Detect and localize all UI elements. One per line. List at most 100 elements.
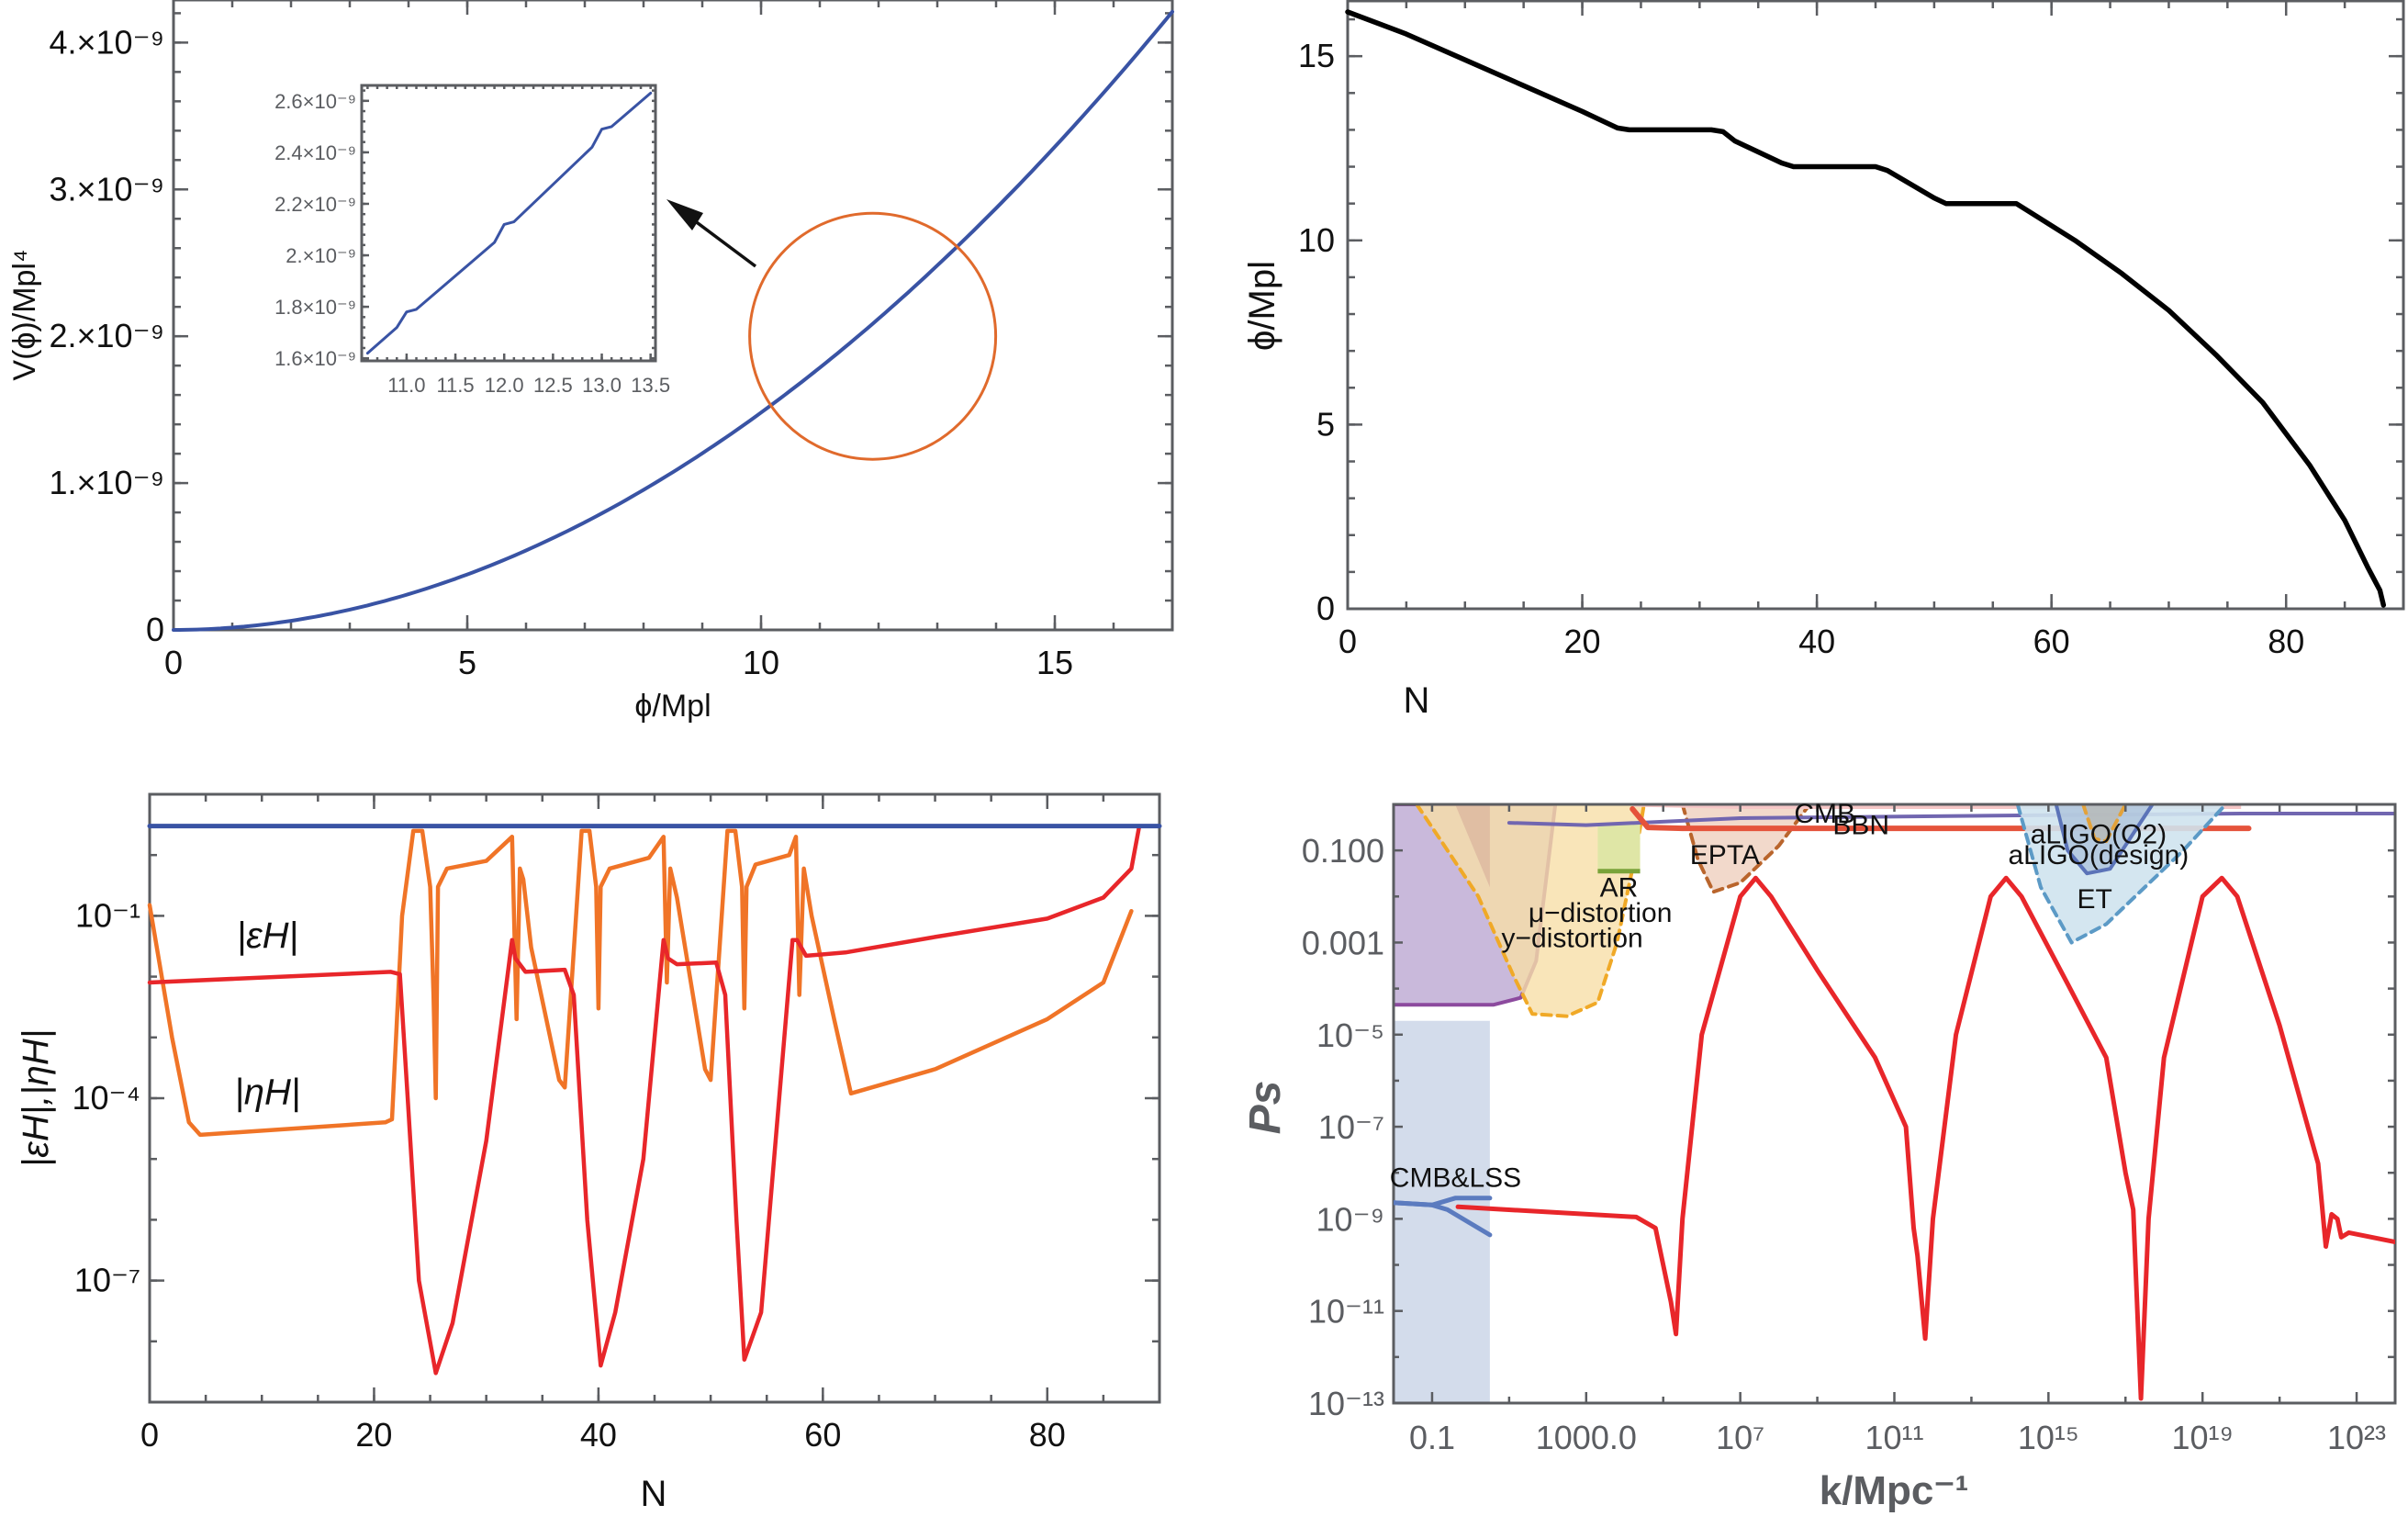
x-tick-label: 20 bbox=[1564, 623, 1601, 660]
x-tick-label: 10¹⁹ bbox=[2171, 1419, 2233, 1456]
y-tick-label: 3.×10⁻⁹ bbox=[49, 170, 164, 208]
y-tick-label: 0.001 bbox=[1302, 924, 1384, 961]
y-tick-label: 10⁻¹¹ bbox=[1308, 1293, 1384, 1331]
field-curve bbox=[1345, 9, 2387, 608]
x-tick-label: 0 bbox=[1338, 623, 1357, 660]
y-tick-label: 10⁻⁷ bbox=[74, 1262, 140, 1299]
y-tick-label: 15 bbox=[1298, 37, 1335, 74]
power-spectrum-plot-area: 0.1 1000.0 10⁷ 10¹¹ 10¹⁵ 10¹⁹ 10²³ 10⁻¹³ 10⁻¹¹ 10… bbox=[1302, 799, 2397, 1456]
x-tick-label: 60 bbox=[804, 1416, 841, 1454]
inset-y-tick-label: 2.6×10⁻⁹ bbox=[274, 90, 356, 113]
aligo-o2-label: aLIGO(O2) bbox=[2031, 820, 2167, 850]
cmb-lss-label: CMB&LSS bbox=[1390, 1162, 1521, 1193]
epsilon-h-label: |εH| bbox=[237, 915, 298, 956]
cmb-lss-lower bbox=[1394, 1200, 1493, 1238]
x-tick-label: 0 bbox=[140, 1416, 159, 1454]
power-spectrum-ylabel: Ps bbox=[1241, 1081, 1290, 1135]
inset-y-tick-label: 2.4×10⁻⁹ bbox=[274, 141, 356, 164]
x-tick-label: 10¹⁵ bbox=[2018, 1419, 2079, 1456]
potential-plot-area: 0 5 10 15 0 1.×10⁻⁹ 2.×10⁻⁹ 3.×10⁻⁹ 4.×10⁻⁹ bbox=[49, 0, 1174, 681]
inset-y-tick-label: 2.×10⁻⁹ bbox=[286, 244, 356, 267]
x-tick-label: 5 bbox=[458, 644, 476, 681]
inset-x-tick-label: 11.0 bbox=[387, 374, 425, 397]
cmb-bound bbox=[1506, 812, 2395, 827]
x-tick-label: 10⁷ bbox=[1716, 1419, 1764, 1456]
inset-y-tick-label: 2.2×10⁻⁹ bbox=[274, 193, 356, 216]
inset-x-tick-label: 12.5 bbox=[533, 374, 573, 397]
field-plot-area: 0 20 40 60 80 0 5 10 15 bbox=[1298, 0, 2405, 660]
x-tick-label: 0 bbox=[164, 644, 183, 681]
y-tick-label: 10⁻⁴ bbox=[72, 1079, 140, 1117]
y-tick-label: 5 bbox=[1316, 405, 1335, 443]
x-tick-label: 80 bbox=[2268, 623, 2304, 660]
y-tick-label: 0 bbox=[1316, 590, 1335, 627]
y-tick-label: 2.×10⁻⁹ bbox=[49, 317, 164, 354]
ar-region bbox=[1597, 823, 1641, 871]
aligo-design-label: aLIGO(design) bbox=[2009, 840, 2190, 870]
x-tick-label: 1000.0 bbox=[1536, 1419, 1637, 1456]
field-xlabel: N bbox=[1404, 680, 1430, 721]
potential-ylabel: V(ϕ)/Mpl⁴ bbox=[7, 249, 42, 380]
y-tick-label: 0.100 bbox=[1302, 832, 1384, 870]
y-tick-label: 1.×10⁻⁹ bbox=[49, 464, 164, 501]
y-tick-label: 0 bbox=[146, 611, 164, 648]
inset-plot: 11.0 11.5 12.0 12.5 13.0 13.5 1.6×10⁻⁹ 1.8×10⁻⁹… bbox=[274, 84, 670, 397]
y-distortion-label: y−distortion bbox=[1501, 923, 1642, 953]
eta-h-curve bbox=[147, 828, 1134, 1138]
overlap-tint bbox=[1455, 804, 1490, 888]
slow-roll-ylabel: |εH|,|ηH| bbox=[16, 1029, 56, 1167]
mu-distortion-region bbox=[1415, 804, 1646, 1018]
y-tick-label: 10⁻⁷ bbox=[1318, 1108, 1384, 1146]
zoom-highlight-circle bbox=[748, 211, 998, 461]
inset-x-tick-label: 13.5 bbox=[631, 374, 670, 397]
y-tick-label: 10⁻¹ bbox=[75, 896, 140, 934]
et-label: ET bbox=[2078, 884, 2112, 915]
x-tick-label: 10²³ bbox=[2327, 1419, 2386, 1456]
x-tick-label: 10 bbox=[743, 644, 779, 681]
y-tick-label: 10⁻¹³ bbox=[1308, 1385, 1384, 1422]
x-tick-label: 40 bbox=[580, 1416, 617, 1454]
potential-curve bbox=[172, 9, 1174, 632]
x-tick-label: 15 bbox=[1036, 644, 1073, 681]
inset-arrow bbox=[666, 199, 757, 268]
power-spectrum-panel: 0.1 1000.0 10⁷ 10¹¹ 10¹⁵ 10¹⁹ 10²³ 10⁻¹³ 10⁻¹¹ 10… bbox=[1241, 799, 2397, 1513]
power-spectrum-curve bbox=[1455, 875, 2395, 1401]
cmb-lss-region bbox=[1394, 1020, 1490, 1403]
y-tick-label: 4.×10⁻⁹ bbox=[49, 23, 164, 61]
inset-x-tick-label: 12.0 bbox=[485, 374, 524, 397]
eta-h-label: |ηH| bbox=[234, 1072, 300, 1112]
inset-x-tick-label: 11.5 bbox=[436, 374, 474, 397]
mu-distortion-label: μ−distortion bbox=[1529, 898, 1673, 928]
inset-x-tick-label: 13.0 bbox=[582, 374, 622, 397]
potential-xlabel: ϕ/Mpl bbox=[634, 689, 711, 724]
potential-panel: 0 5 10 15 0 1.×10⁻⁹ 2.×10⁻⁹ 3.×10⁻⁹ 4.×10⁻⁹ 11.0… bbox=[7, 0, 1174, 724]
inset-curve bbox=[365, 91, 653, 355]
cmb-label: CMB bbox=[1794, 799, 1855, 829]
inset-y-tick-label: 1.8×10⁻⁹ bbox=[274, 296, 356, 319]
bbn-bound bbox=[1630, 806, 2252, 832]
slow-roll-xlabel: N bbox=[641, 1474, 667, 1514]
constraint-regions bbox=[1394, 804, 2395, 1403]
arrow-head-icon bbox=[666, 199, 703, 230]
field-panel: 0 20 40 60 80 0 5 10 15 N ϕ/Mpl bbox=[1242, 0, 2405, 721]
x-tick-label: 20 bbox=[355, 1416, 392, 1454]
aligo-o2-bound bbox=[2081, 804, 2128, 844]
y-tick-label: 10 bbox=[1298, 221, 1335, 259]
y-tick-label: 10⁻⁵ bbox=[1316, 1016, 1384, 1054]
slow-roll-panel: 0 20 40 60 80 10⁻⁷ 10⁻⁴ 10⁻¹ |εH| |ηH| N |εH|,|ηH… bbox=[16, 792, 1162, 1514]
epsilon-h-curve bbox=[147, 824, 1142, 1376]
field-ylabel: ϕ/Mpl bbox=[1242, 261, 1282, 351]
ar-label: AR bbox=[1600, 872, 1639, 903]
field-frame bbox=[1346, 0, 2405, 611]
x-tick-label: 80 bbox=[1029, 1416, 1066, 1454]
potential-frame bbox=[172, 0, 1174, 632]
slow-roll-plot-area: 0 20 40 60 80 10⁻⁷ 10⁻⁴ 10⁻¹ |εH| |ηH| bbox=[72, 792, 1162, 1454]
x-tick-label: 0.1 bbox=[1409, 1419, 1455, 1456]
y-tick-label: 10⁻⁹ bbox=[1316, 1200, 1384, 1238]
x-tick-label: 60 bbox=[2033, 623, 2070, 660]
x-tick-label: 10¹¹ bbox=[1865, 1419, 1923, 1456]
cmb-lss-marks bbox=[1394, 1196, 1493, 1238]
inset-y-tick-label: 1.6×10⁻⁹ bbox=[274, 347, 356, 370]
inset-frame bbox=[360, 84, 657, 363]
